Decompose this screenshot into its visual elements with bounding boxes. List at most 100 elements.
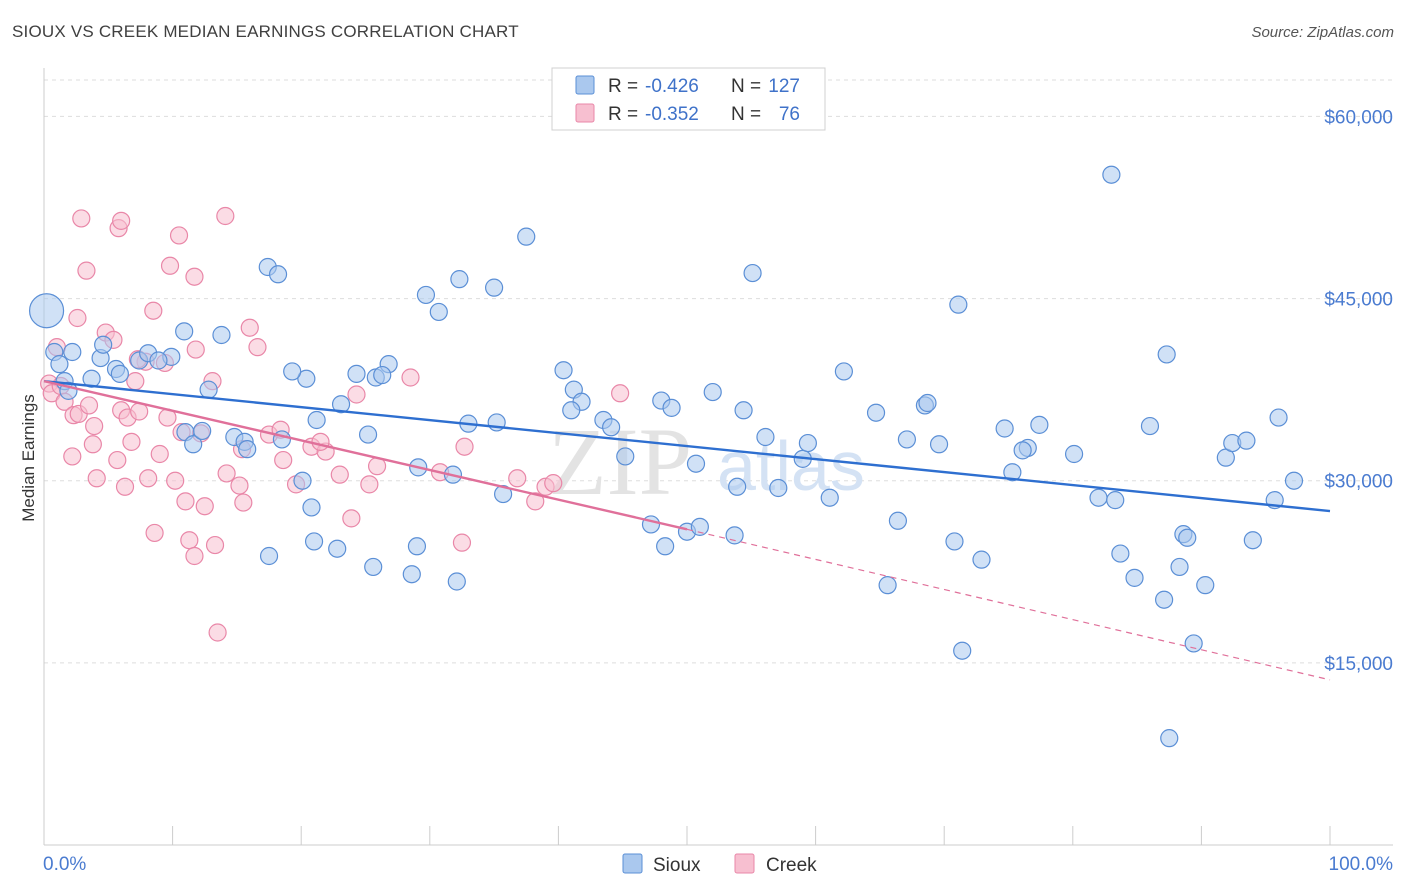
creek-point <box>77 261 96 280</box>
sioux-point <box>878 576 897 595</box>
legend-box <box>551 67 826 131</box>
creek-point <box>63 447 82 466</box>
legend-bottom-label-creek: Creek <box>766 855 817 876</box>
creek-trend-extension <box>686 528 1331 681</box>
creek-point <box>195 497 214 516</box>
sioux-point <box>517 227 536 246</box>
creek-point <box>144 301 163 320</box>
creek-point <box>330 465 349 484</box>
creek-point <box>452 533 472 552</box>
creek-point <box>150 444 169 464</box>
creek-point <box>347 385 366 404</box>
legend-n-label-sioux: N = <box>731 76 761 97</box>
creek-point <box>611 384 630 403</box>
sioux-point <box>1030 415 1049 434</box>
creek-point <box>68 308 87 328</box>
sioux-point <box>945 532 964 551</box>
chart-source: Source: ZipAtlas.com <box>1251 24 1394 41</box>
sioux-point <box>743 263 762 283</box>
sioux-point <box>199 380 218 399</box>
creek-point <box>360 475 379 494</box>
sioux-point <box>866 403 886 422</box>
creek-point <box>85 416 104 436</box>
legend-n-value-creek: 76 <box>779 104 800 125</box>
sioux-point <box>918 393 937 413</box>
creek-point <box>248 338 267 357</box>
y-tick-labels: $15,000 $30,000 $45,000 $60,000 <box>1324 107 1393 674</box>
sioux-point <box>494 484 513 504</box>
sioux-point <box>1106 491 1125 510</box>
sioux-point <box>429 302 448 322</box>
sioux-point <box>1237 431 1256 450</box>
sioux-point <box>725 526 744 545</box>
sioux-point <box>407 537 427 556</box>
sioux-point <box>1125 568 1144 587</box>
sioux-point <box>268 265 288 284</box>
creek-point <box>87 469 106 488</box>
sioux-point <box>110 364 129 383</box>
sioux-point <box>331 395 351 414</box>
sioux-point <box>1155 590 1174 609</box>
sioux-point <box>953 641 972 660</box>
sioux-point <box>63 342 82 362</box>
sioux-point <box>364 557 383 577</box>
creek-point <box>544 474 563 493</box>
sioux-point <box>373 365 392 385</box>
sioux-point <box>175 322 194 341</box>
sioux-point <box>94 335 113 354</box>
creek-point <box>176 492 195 511</box>
legend-swatch-sioux <box>575 75 595 95</box>
creek-point <box>166 471 185 490</box>
sioux-point <box>1111 544 1130 563</box>
creek-point <box>72 209 91 228</box>
legend-top: R = -0.426 N = 127 R = -0.352 N = 76 <box>551 67 826 131</box>
creek-point <box>112 211 131 230</box>
sioux-point <box>1089 488 1108 507</box>
sioux-point <box>949 295 968 314</box>
sioux-point <box>888 511 908 530</box>
creek-point <box>205 535 225 555</box>
grid-lines <box>44 79 1393 664</box>
creek-point <box>115 477 135 496</box>
sioux-point <box>402 565 421 584</box>
creek-point <box>526 492 545 511</box>
y-tick-label: $60,000 <box>1324 107 1393 128</box>
legend-bottom-swatch-creek <box>734 853 755 874</box>
sioux-point <box>662 398 681 417</box>
creek-point <box>240 318 259 337</box>
sioux-point <box>995 419 1014 438</box>
legend-n-label-creek: N = <box>731 104 761 125</box>
sioux-point <box>238 440 257 459</box>
creek-point <box>180 531 199 550</box>
sioux-point <box>554 361 573 380</box>
creek-point <box>274 450 293 470</box>
legend-r-value-creek: -0.352 <box>645 104 699 125</box>
sioux-point <box>602 418 621 437</box>
sioux-point <box>450 270 469 289</box>
legend-r-label-sioux: R = <box>608 76 638 97</box>
creek-point <box>185 267 204 286</box>
creek-point <box>508 469 527 488</box>
legend-bottom: Sioux Creek <box>622 853 817 876</box>
sioux-point <box>820 488 839 507</box>
sioux-point <box>756 427 775 447</box>
sioux-point <box>328 539 347 558</box>
legend-r-value-sioux: -0.426 <box>645 76 699 97</box>
sioux-point <box>690 517 709 536</box>
x-tick-max: 100.0% <box>1329 854 1394 875</box>
chart-title: SIOUX VS CREEK MEDIAN EARNINGS CORRELATI… <box>12 22 519 41</box>
sioux-point <box>259 546 279 566</box>
sioux-point <box>447 572 466 591</box>
sioux-point <box>307 410 326 430</box>
sioux-point <box>347 364 366 383</box>
sioux-point <box>798 433 817 453</box>
creek-point <box>455 437 474 456</box>
sioux-point <box>1064 444 1084 464</box>
sioux-point <box>728 477 747 496</box>
legend-swatch-creek <box>575 103 595 123</box>
sioux-point <box>212 325 231 345</box>
sioux-point <box>1269 408 1288 427</box>
sioux-point <box>1160 729 1179 748</box>
sioux-point <box>283 362 302 381</box>
